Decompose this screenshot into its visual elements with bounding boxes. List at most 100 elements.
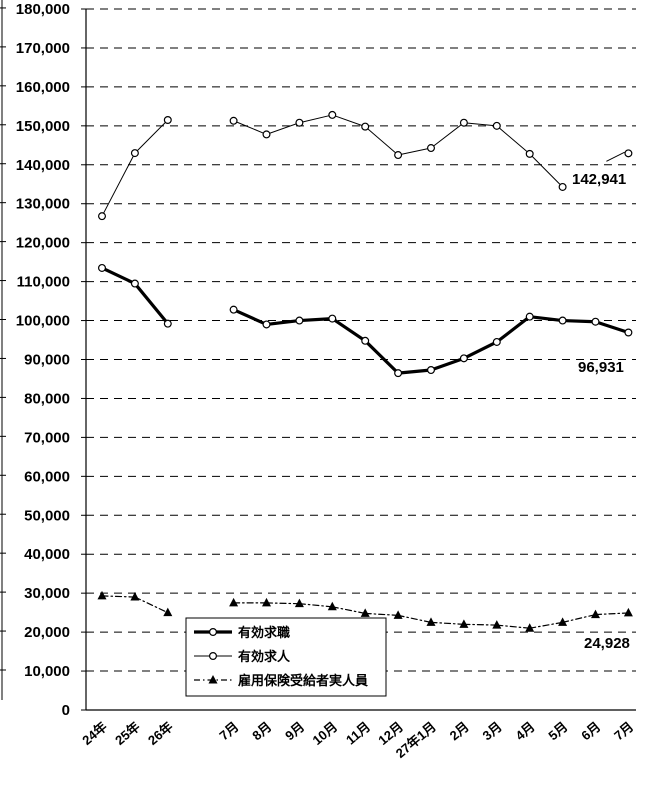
y-tick-label: 60,000: [24, 468, 70, 485]
y-tick-label: 160,000: [16, 79, 70, 96]
data-point: [492, 620, 502, 629]
y-tick-label: 50,000: [24, 507, 70, 524]
x-tick-label: 4月: [512, 719, 537, 743]
data-point: [394, 369, 403, 378]
x-tick-label: 11月: [343, 719, 373, 748]
data-point: [294, 598, 304, 608]
series-line-segment: [265, 602, 300, 605]
x-tick-label: 8月: [249, 719, 274, 743]
data-point: [97, 590, 107, 600]
series-line-segment: [593, 320, 631, 335]
y-tick-label: 70,000: [24, 429, 70, 446]
data-point: [558, 316, 567, 325]
legend-marker: [209, 651, 218, 660]
series-line-segment: [266, 122, 300, 135]
x-tick-label: 9月: [282, 719, 307, 743]
data-point: [623, 607, 633, 617]
data-point: [97, 212, 106, 221]
series-line-segment: [429, 356, 466, 372]
y-tick-label: 40,000: [24, 546, 70, 563]
series-line-segment: [560, 318, 598, 324]
series-line-segment: [397, 614, 432, 623]
data-point: [295, 118, 304, 127]
series-line-segment: [430, 122, 465, 149]
legend-label: 有効求人: [238, 649, 291, 664]
series-line-segment: [331, 606, 366, 615]
data-point: [459, 118, 468, 127]
x-tick-label: 7月: [216, 719, 241, 743]
data-point: [525, 312, 534, 321]
series-line-segment: [133, 281, 170, 326]
data-point: [492, 121, 501, 130]
x-tick-label: 10月: [310, 719, 341, 748]
series-line-segment: [462, 340, 499, 360]
series-line-segment: [463, 623, 498, 626]
data-point: [426, 617, 436, 626]
x-tick-label: 3月: [480, 719, 505, 743]
data-label: 96,931: [578, 359, 624, 376]
y-tick-label: 180,000: [16, 1, 70, 18]
data-point: [492, 337, 501, 346]
series-line-segment: [331, 114, 366, 128]
data-point: [130, 149, 139, 158]
series-line-segment: [528, 315, 565, 323]
data-point: [393, 610, 403, 619]
x-tick-label: 26年: [145, 719, 176, 748]
y-tick-label: 80,000: [24, 390, 70, 407]
x-tick-label: 7月: [611, 719, 636, 743]
series-line-segment: [430, 621, 465, 625]
y-tick-label: 140,000: [16, 157, 70, 174]
y-tick-label: 150,000: [16, 118, 70, 135]
y-tick-label: 120,000: [16, 235, 70, 252]
series-line-segment: [101, 152, 136, 217]
x-tick-label: 6月: [578, 719, 603, 743]
data-point: [427, 366, 436, 375]
series-line-segment: [232, 308, 269, 327]
data-point: [591, 317, 600, 326]
series-1: [97, 110, 633, 221]
series-line-segment: [496, 624, 531, 629]
data-point: [163, 115, 172, 124]
y-tick-label: 0: [62, 702, 70, 719]
data-point: [394, 151, 403, 160]
series-line-segment: [101, 595, 136, 598]
data-point: [130, 279, 139, 288]
data-point: [163, 319, 172, 328]
data-point: [295, 316, 304, 325]
data-point: [624, 328, 633, 337]
series-line-segment: [100, 266, 137, 286]
data-point: [262, 597, 271, 607]
series-line-segment: [529, 153, 564, 188]
data-point: [328, 110, 337, 119]
series-line-segment: [463, 122, 498, 127]
series-line-segment: [495, 315, 532, 344]
data-point: [229, 116, 238, 125]
data-point: [525, 149, 534, 158]
series-line-segment: [397, 147, 432, 156]
data-point: [558, 182, 567, 191]
series-line-segment: [264, 318, 301, 327]
legend-marker: [209, 627, 218, 636]
series-line-segment: [496, 125, 531, 155]
data-point: [97, 263, 106, 272]
series-line-segment: [363, 339, 400, 375]
data-point: [262, 130, 271, 139]
data-point: [229, 305, 238, 314]
y-tick-label: 90,000: [24, 352, 70, 369]
series-line-segment: [396, 368, 433, 375]
series-2: [97, 590, 633, 632]
y-tick-label: 20,000: [24, 624, 70, 641]
data-point: [459, 354, 468, 363]
x-tick-label: 5月: [545, 719, 570, 743]
series-line-segment: [298, 114, 333, 124]
series-line-segment: [561, 613, 597, 623]
series-line-segment: [364, 612, 399, 616]
data-point: [459, 619, 469, 628]
y-tick-label: 30,000: [24, 585, 70, 602]
series-line-segment: [233, 120, 267, 135]
series-line-segment: [134, 119, 169, 154]
legend-marker: [208, 675, 218, 684]
